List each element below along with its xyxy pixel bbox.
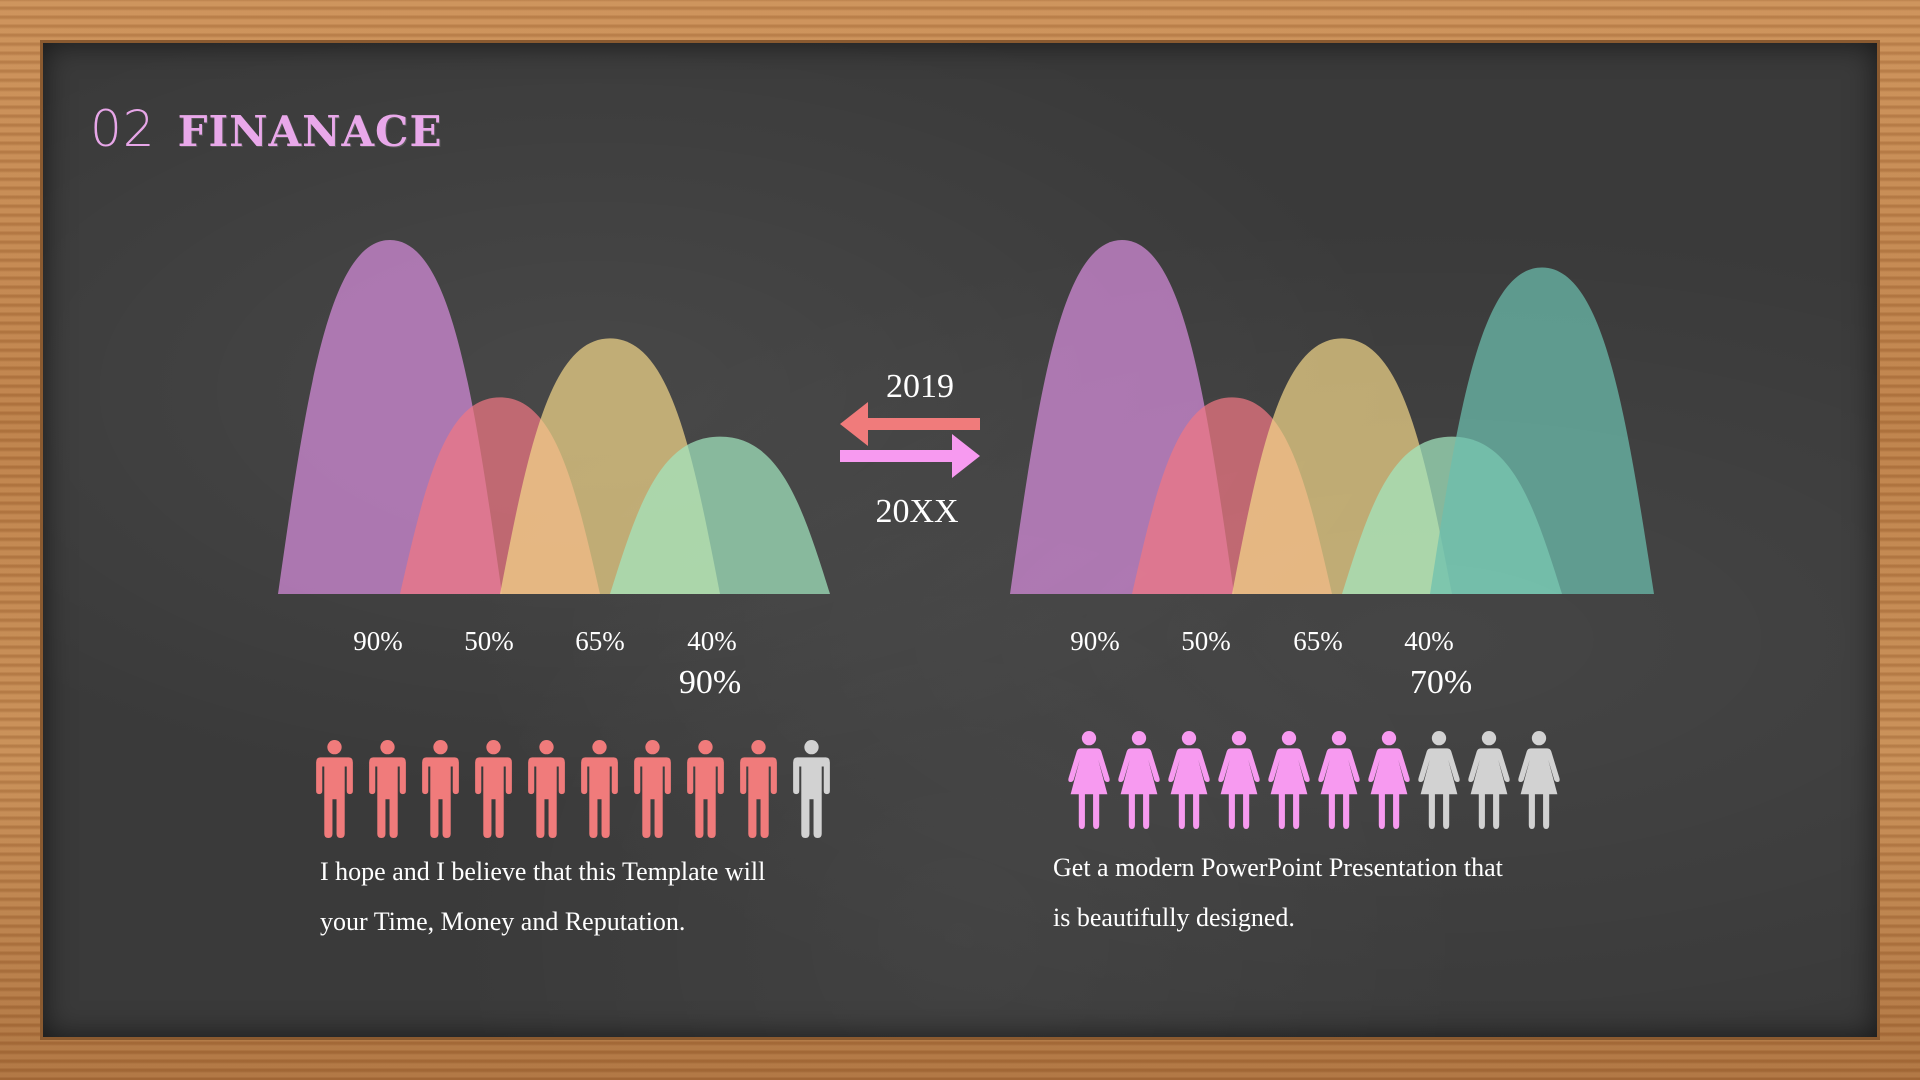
man-icon <box>528 740 565 838</box>
year-bottom: 20XX <box>875 493 959 530</box>
left-description: I hope and I believe that this Template … <box>320 847 900 947</box>
woman-icon <box>1268 731 1310 829</box>
slide-number: 02 <box>90 100 156 158</box>
right-description: Get a modern PowerPoint Presentation tha… <box>1053 843 1633 943</box>
right-chart-label-4: 40% <box>1404 626 1454 656</box>
woman-icon <box>1068 731 1110 829</box>
right-description-line-2: is beautifully designed. <box>1053 903 1295 932</box>
right-total-percent: 70% <box>1409 664 1473 701</box>
woman-icon-empty <box>1518 731 1560 829</box>
right-area-chart <box>1010 240 1654 594</box>
man-icon <box>581 740 618 838</box>
man-icon <box>422 740 459 838</box>
right-arrow-icon <box>840 434 980 478</box>
left-total-percent: 90% <box>678 664 742 701</box>
woman-icon <box>1218 731 1260 829</box>
woman-icon <box>1368 731 1410 829</box>
right-chart-label-2: 50% <box>1181 626 1231 656</box>
left-description-line-1: I hope and I believe that this Template … <box>320 857 766 886</box>
slide-heading: FINANACE <box>177 107 443 156</box>
women-icon-row <box>1064 731 1564 829</box>
man-icon <box>687 740 724 838</box>
slide-title: 02 FINANACE <box>90 100 443 160</box>
left-chart-label-4: 40% <box>687 626 737 656</box>
man-icon <box>740 740 777 838</box>
man-icon <box>369 740 406 838</box>
left-chart-label-2: 50% <box>464 626 514 656</box>
left-area-4 <box>610 436 830 594</box>
woman-icon <box>1118 731 1160 829</box>
man-icon <box>475 740 512 838</box>
man-icon-empty <box>793 740 830 838</box>
woman-icon-empty <box>1418 731 1460 829</box>
left-area-chart <box>278 240 830 594</box>
men-icon-row <box>308 740 838 838</box>
man-icon <box>634 740 671 838</box>
woman-icon-empty <box>1468 731 1510 829</box>
year-top: 2019 <box>886 368 954 405</box>
woman-icon <box>1168 731 1210 829</box>
left-arrow-icon <box>840 402 980 446</box>
left-description-line-2: your Time, Money and Reputation. <box>320 907 686 936</box>
right-area-extra-peak <box>1430 267 1654 594</box>
right-chart-label-3: 65% <box>1293 626 1343 656</box>
woman-icon <box>1318 731 1360 829</box>
right-chart-label-1: 90% <box>1070 626 1120 656</box>
left-chart-label-1: 90% <box>353 626 403 656</box>
right-description-line-1: Get a modern PowerPoint Presentation tha… <box>1053 853 1503 882</box>
left-chart-label-3: 65% <box>575 626 625 656</box>
man-icon <box>316 740 353 838</box>
